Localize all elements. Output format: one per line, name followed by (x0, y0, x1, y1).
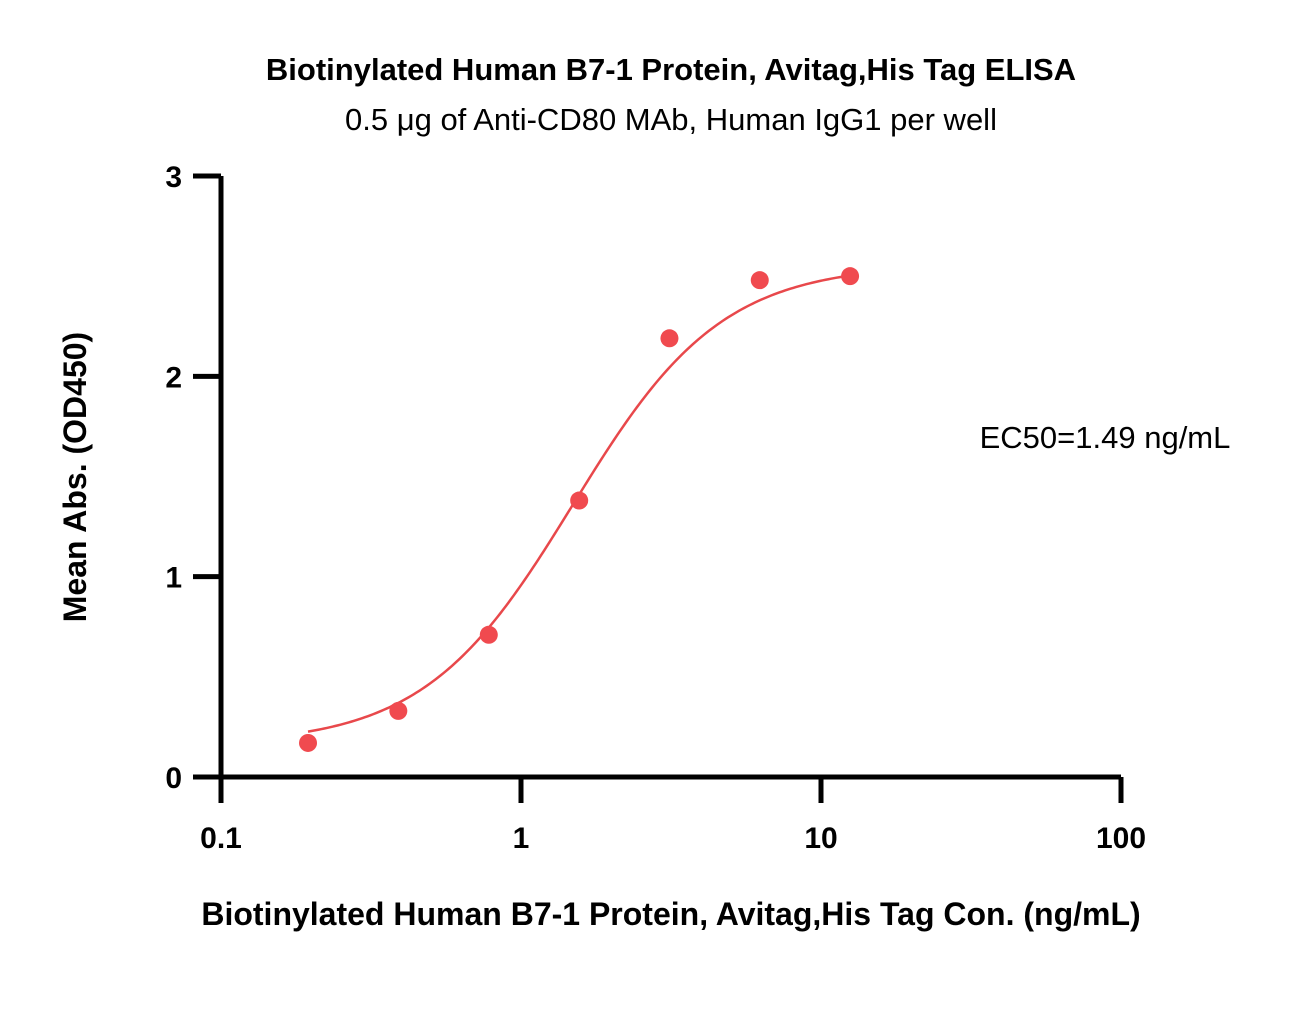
x-tick-label: 0.1 (200, 822, 242, 855)
data-point (841, 267, 860, 286)
data-point (299, 733, 318, 752)
data-points (299, 267, 860, 752)
axes (193, 176, 1121, 780)
x-ticks: 0.1 1 10 100 (200, 777, 1146, 855)
y-tick-label: 1 (165, 562, 182, 595)
data-point (570, 491, 589, 510)
x-tick-label: 100 (1096, 822, 1146, 855)
x-axis-label: Biotinylated Human B7-1 Protein, Avitag,… (201, 896, 1140, 932)
y-tick-label: 2 (165, 361, 182, 394)
chart-subtitle: 0.5 μg of Anti-CD80 MAb, Human IgG1 per … (345, 102, 997, 137)
y-ticks: 0 1 2 3 (165, 161, 221, 795)
ec50-annotation: EC50=1.49 ng/mL (980, 420, 1231, 455)
y-axis-label: Mean Abs. (OD450) (57, 332, 93, 622)
data-point (389, 701, 408, 720)
x-tick-label: 1 (513, 822, 530, 855)
y-tick-label: 0 (165, 762, 182, 795)
chart-title: Biotinylated Human B7-1 Protein, Avitag,… (266, 52, 1076, 87)
data-point (750, 271, 769, 290)
data-point (660, 329, 679, 348)
data-point (479, 625, 498, 644)
y-tick-label: 3 (165, 161, 182, 194)
x-tick-label: 10 (804, 822, 837, 855)
